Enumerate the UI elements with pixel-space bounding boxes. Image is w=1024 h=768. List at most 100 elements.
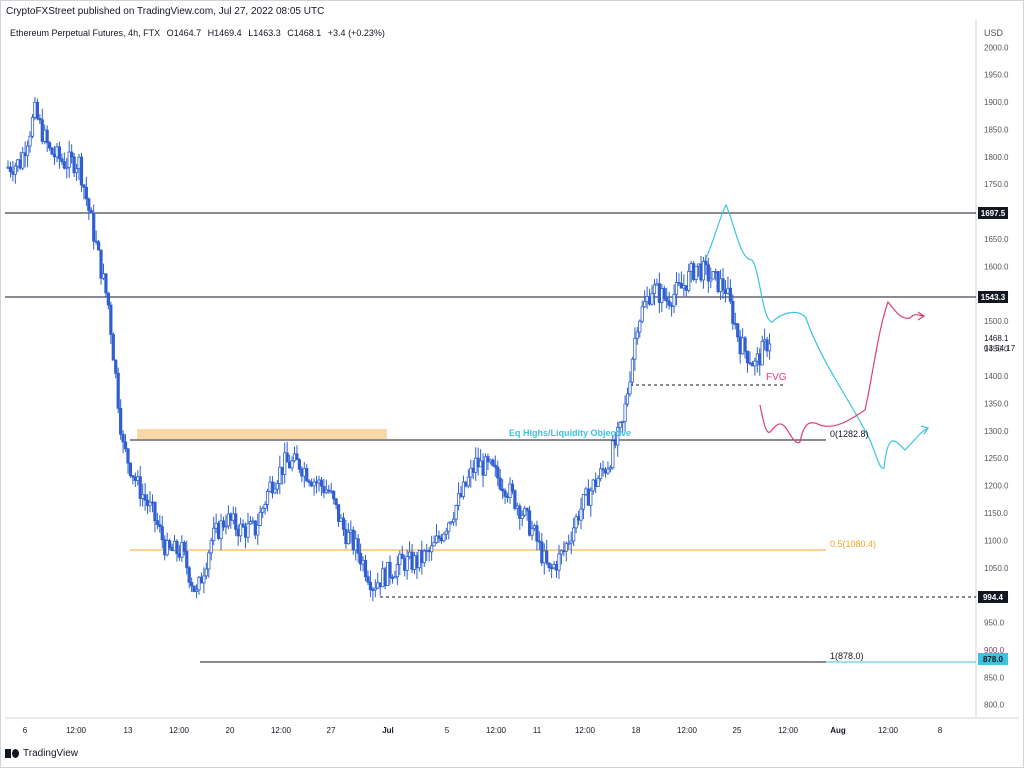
- candle-body: [554, 564, 559, 571]
- candle-body: [150, 501, 155, 504]
- candle-body: [236, 528, 240, 537]
- candle-body: [540, 541, 544, 564]
- candle-body: [21, 152, 25, 169]
- candle-body: [390, 577, 395, 579]
- price-tick-label: 1100.0: [984, 536, 1008, 545]
- candle-body: [285, 452, 289, 463]
- candle-body: [288, 461, 292, 469]
- candle-body: [731, 300, 735, 324]
- liquidity-zone: [137, 429, 387, 439]
- candle-body: [60, 158, 64, 162]
- candle-body: [30, 117, 35, 137]
- candle-body: [307, 480, 311, 483]
- price-tick-label: 1800.0: [984, 153, 1009, 162]
- candle-body: [67, 151, 71, 168]
- candle-body: [417, 550, 421, 569]
- candle-body: [420, 550, 424, 564]
- price-tick-label: 1050.0: [984, 564, 1009, 573]
- time-tick-label: 5: [445, 726, 450, 735]
- candle-body: [145, 499, 150, 507]
- time-tick-label: 12:00: [271, 726, 292, 735]
- candle-body: [136, 476, 140, 481]
- candle-body: [214, 522, 218, 529]
- candle-body: [87, 198, 91, 211]
- candle-body: [153, 501, 157, 522]
- candle-body: [239, 523, 243, 537]
- candle-body: [8, 166, 13, 172]
- candle-body: [523, 508, 527, 516]
- candle-body: [704, 261, 708, 266]
- time-tick-label: 27: [327, 726, 336, 735]
- ohlc-open: O1464.7: [166, 28, 202, 38]
- candle-body: [158, 524, 162, 528]
- candle-body: [672, 293, 676, 307]
- candle-body: [486, 456, 490, 463]
- candle-body: [422, 550, 426, 564]
- tradingview-logo-icon: [5, 749, 19, 758]
- candle-body: [491, 459, 495, 466]
- candle-body: [635, 331, 639, 339]
- candle-body: [645, 296, 649, 303]
- candle-body: [248, 521, 253, 525]
- candle-body: [251, 520, 255, 523]
- candle-body: [613, 440, 617, 446]
- candle-body: [586, 488, 590, 506]
- candle-body: [718, 278, 723, 292]
- candle-body: [638, 320, 642, 333]
- tradingview-logo[interactable]: TradingView: [5, 748, 78, 759]
- badge-878: 878.0: [978, 653, 1008, 665]
- fib-05-label: 0.5(1080.4): [830, 539, 876, 549]
- candle-body: [398, 553, 402, 565]
- candle-body: [94, 240, 98, 243]
- time-tick-label: 12:00: [677, 726, 698, 735]
- time-tick-label: 25: [733, 726, 742, 735]
- last-price-label: 1468.1: [984, 334, 1009, 343]
- candle-body: [647, 296, 652, 305]
- candle-body: [466, 476, 470, 487]
- badge-1543: 1543.3: [978, 291, 1008, 303]
- candle-body: [706, 264, 710, 282]
- candle-body: [168, 540, 172, 548]
- candle-body: [383, 568, 387, 587]
- candle-body: [79, 156, 84, 186]
- candle-body: [155, 520, 159, 525]
- candle-body: [50, 147, 54, 155]
- candle-body: [231, 513, 235, 521]
- symbol-legend[interactable]: Ethereum Perpetual Futures, 4h, FTX O146…: [10, 28, 389, 38]
- candle-body: [594, 479, 598, 487]
- candle-body: [327, 489, 331, 492]
- candle-body: [243, 526, 248, 538]
- candle-body: [591, 479, 595, 492]
- candle-body: [89, 210, 93, 214]
- candle-body: [461, 481, 466, 497]
- candle-body: [567, 542, 571, 545]
- time-tick-label: 8: [938, 726, 943, 735]
- candle-body: [407, 551, 412, 558]
- price-tick-label: 1600.0: [984, 262, 1009, 271]
- time-ticks: 6 12:00 13 12:00 20 12:00 27 Jul 5 12:00 11 12:00 18…: [23, 726, 943, 735]
- candle-body: [258, 511, 262, 526]
- candle-body: [192, 585, 196, 592]
- candle-body: [270, 481, 275, 494]
- candle-body: [606, 468, 610, 474]
- candle-body: [581, 493, 586, 510]
- candle-body: [532, 525, 537, 529]
- candle-body: [584, 488, 588, 495]
- candle-body: [714, 271, 718, 273]
- time-tick-label: 12:00: [486, 726, 507, 735]
- candle-body: [505, 496, 510, 498]
- candle-body: [84, 186, 88, 200]
- candle-body: [628, 381, 632, 395]
- candle-body: [106, 292, 110, 306]
- candle-body: [456, 493, 461, 506]
- price-tick-label: 1300.0: [984, 427, 1009, 436]
- candle-body: [148, 501, 152, 507]
- symbol-name[interactable]: Ethereum Perpetual Futures, 4h, FTX: [10, 28, 161, 38]
- candle-body: [767, 343, 772, 352]
- candle-body: [508, 483, 512, 498]
- candle-body: [126, 448, 130, 464]
- candle-body: [449, 521, 453, 524]
- candle-body: [753, 360, 757, 367]
- candle-body: [177, 553, 182, 558]
